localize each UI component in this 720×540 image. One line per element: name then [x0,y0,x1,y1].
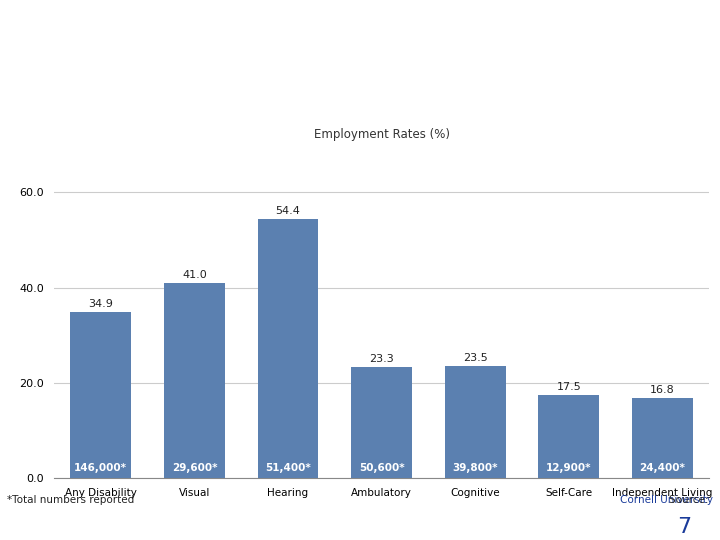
Text: 54.4: 54.4 [276,206,300,216]
Bar [351,367,412,478]
Text: 24,400*: 24,400* [639,463,685,473]
Text: 41.0: 41.0 [182,270,207,280]
Text: (Ages 21 to 64) by Disability Status in Indiana in 2012: (Ages 21 to 64) by Disability Status in … [0,74,720,98]
Text: 39,800*: 39,800* [452,463,498,473]
Text: 29,600*: 29,600* [171,463,217,473]
Text: 34.9: 34.9 [89,299,113,309]
Text: 16.8: 16.8 [650,385,675,395]
Text: 7: 7 [677,517,691,537]
Bar [539,395,599,478]
Text: 12,900*: 12,900* [546,463,592,473]
Bar [164,283,225,478]
Text: Cornell University: Cornell University [620,495,713,505]
Text: Source:: Source: [670,495,712,505]
Text: 51,400*: 51,400* [265,463,311,473]
Text: 23.5: 23.5 [463,353,487,363]
Bar [632,398,693,478]
Text: Employment of Non-Institutionalized Working-Age People: Employment of Non-Institutionalized Work… [0,25,720,49]
Bar [445,366,505,478]
Bar [71,312,131,478]
Text: *Total numbers reported: *Total numbers reported [7,495,135,505]
Text: 17.5: 17.5 [557,382,581,392]
Text: 146,000*: 146,000* [74,463,127,473]
Title: Employment Rates (%): Employment Rates (%) [314,128,449,141]
Text: 50,600*: 50,600* [359,463,405,473]
Text: 23.3: 23.3 [369,354,394,364]
Bar [258,219,318,478]
